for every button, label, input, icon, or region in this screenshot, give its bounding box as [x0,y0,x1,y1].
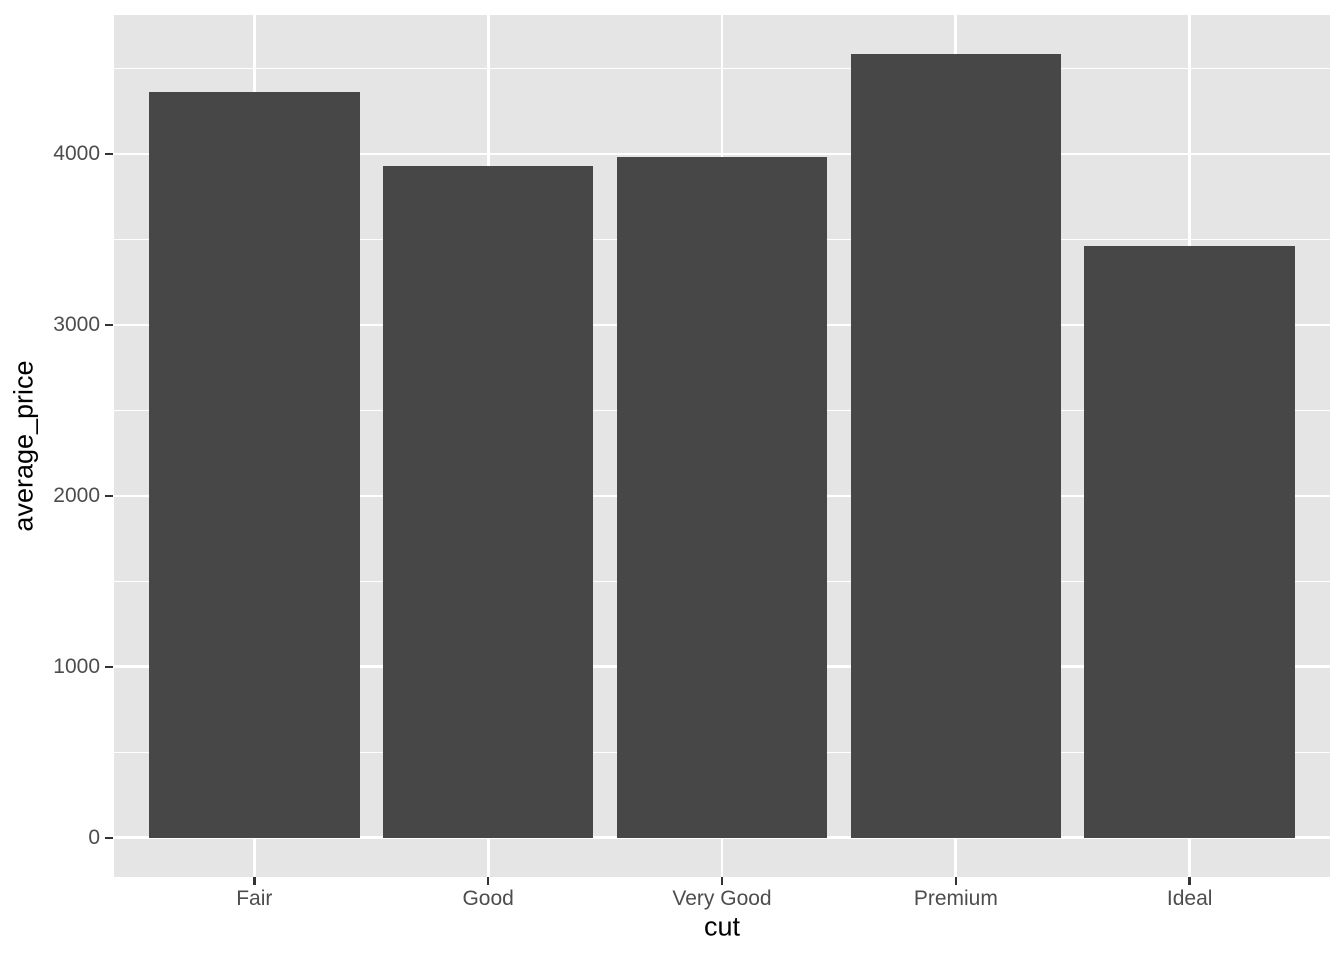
bar-very-good [616,157,828,838]
bar-premium [850,54,1062,838]
x-tick-mark-premium [954,877,958,885]
y-tick-label-4000: 4000 [53,141,100,165]
x-tick-label-good: Good [462,887,514,910]
x-tick-mark-ideal [1188,877,1191,885]
bar-ideal [1084,246,1295,838]
y-tick-label-3000: 3000 [53,312,100,336]
y-tick-mark-3000 [105,323,113,327]
y-tick-mark-1000 [105,665,113,669]
x-axis-title: cut [703,911,741,942]
x-tick-label-premium: Premium [913,887,998,910]
x-tick-label-very-good: Very Good [672,887,772,910]
x-tick-mark-very-good [720,877,724,885]
x-tick-label-ideal: Ideal [1166,887,1213,910]
x-tick-mark-good [486,877,490,885]
bar-fair [149,92,360,838]
y-tick-label-2000: 2000 [53,483,100,507]
y-tick-mark-0 [105,836,113,840]
plot-panel [114,15,1330,877]
y-tick-label-0: 0 [88,825,100,849]
bar-good [382,165,594,838]
y-tick-mark-4000 [105,152,113,156]
x-tick-label-fair: Fair [236,887,273,910]
x-tick-mark-fair [253,877,256,885]
y-tick-label-1000: 1000 [53,654,100,678]
y-tick-mark-2000 [105,494,113,498]
